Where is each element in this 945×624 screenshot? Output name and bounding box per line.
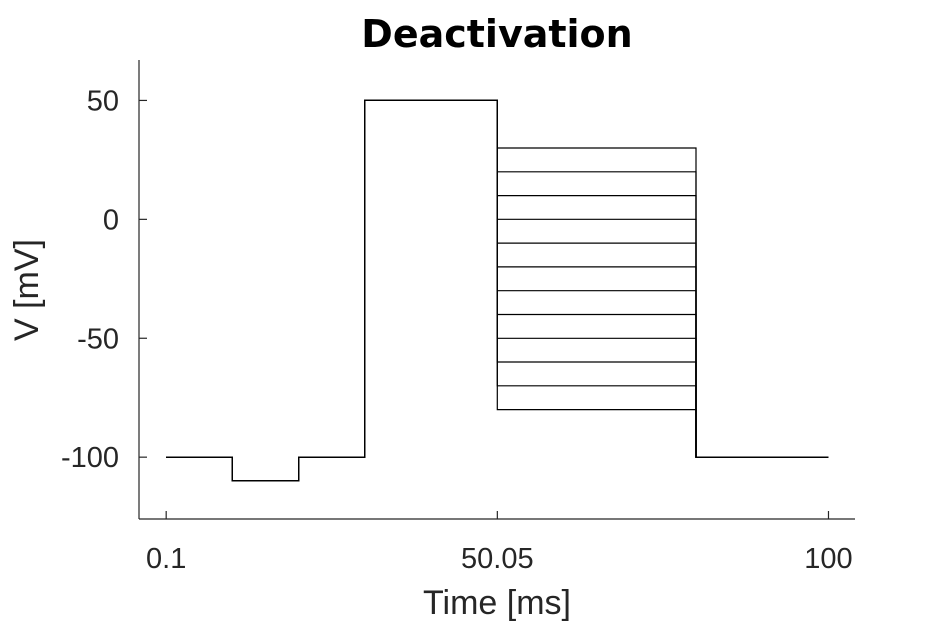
voltage-trace: [166, 99, 829, 482]
y-axis-ticks: 50 0 -50 -100: [61, 85, 147, 474]
y-tick-label: 50: [87, 85, 119, 117]
y-tick-label: -50: [77, 323, 119, 355]
y-axis-label: V [mV]: [8, 239, 46, 341]
x-axis-label: Time [ms]: [423, 584, 571, 622]
voltage-traces: [166, 99, 829, 482]
y-tick-label: -100: [61, 442, 119, 474]
chart-title: Deactivation: [361, 12, 632, 56]
x-axis-ticks: 0.1 50.05 100: [146, 511, 853, 575]
x-tick-label: 0.1: [146, 543, 186, 575]
y-tick-label: 0: [103, 204, 119, 236]
x-tick-label: 50.05: [461, 543, 534, 575]
x-tick-label: 100: [804, 543, 852, 575]
